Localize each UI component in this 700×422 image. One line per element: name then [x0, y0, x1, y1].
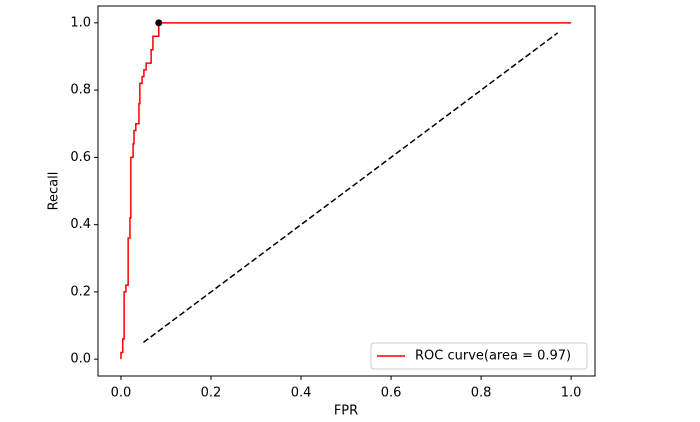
x-tick-label: 0.0	[111, 386, 132, 401]
reference-line	[143, 32, 559, 343]
plot-frame	[97, 5, 596, 377]
marker	[155, 19, 163, 27]
y-axis-label: Recall	[47, 172, 62, 211]
x-tick-label: 0.6	[381, 386, 402, 401]
y-tick-label: 0.2	[70, 284, 91, 299]
roc-line	[120, 22, 572, 360]
x-tick-label: 1.0	[561, 386, 582, 401]
x-tick-label: 0.2	[201, 386, 222, 401]
x-tick-label: 0.4	[291, 386, 312, 401]
legend-label: ROC curve(area = 0.97)	[415, 349, 571, 364]
y-tick-label: 0.0	[70, 352, 91, 367]
y-tick-label: 0.6	[70, 150, 91, 165]
y-tick-label: 0.8	[70, 83, 91, 98]
y-tick-label: 1.0	[70, 15, 91, 30]
y-tick-label: 0.4	[70, 217, 91, 232]
x-axis-label: FPR	[334, 404, 358, 419]
legend-box	[370, 342, 588, 370]
x-tick-label: 0.8	[471, 386, 492, 401]
